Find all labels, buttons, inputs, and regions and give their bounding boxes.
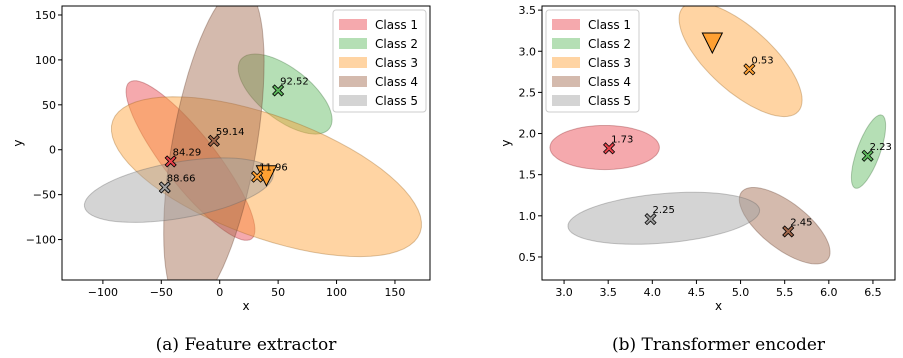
legend-swatch-4 xyxy=(552,76,580,87)
legend-swatch-1 xyxy=(339,19,367,30)
center-label-3: 0.53 xyxy=(751,55,773,66)
class-center-marker-1 xyxy=(164,155,177,168)
x-tick-label: 4.0 xyxy=(644,286,662,299)
class-center-marker-3 xyxy=(743,63,756,76)
class-ellipse-5 xyxy=(83,157,274,223)
y-axis-label: y xyxy=(11,139,25,146)
class-center-marker-1 xyxy=(603,142,616,155)
center-label-1: 1.73 xyxy=(611,134,633,145)
x-axis-label: x xyxy=(715,299,722,313)
legend-label-1: Class 1 xyxy=(588,18,631,32)
legend-label-3: Class 3 xyxy=(375,56,418,70)
legend-label-1: Class 1 xyxy=(375,18,418,32)
center-label-5: 88.66 xyxy=(167,173,196,184)
chart-panel-1: 84.29 92.52 11.96 59.14 88.66 −100 −50 0 50 100 15… xyxy=(11,5,431,355)
legend-swatch-2 xyxy=(339,38,367,49)
y-tick-label: 50 xyxy=(42,99,56,112)
y-tick-label: −50 xyxy=(33,189,56,202)
x-tick-label: 4.5 xyxy=(688,286,706,299)
class-center-marker-3 xyxy=(251,170,264,183)
legend-box xyxy=(545,9,640,113)
class-ellipse-5 xyxy=(567,191,761,245)
y-tick-label: 3.0 xyxy=(519,45,537,58)
legend: Class 1 Class 2 Class 3 Class 4 Class 5 xyxy=(332,9,427,113)
legend-swatch-1 xyxy=(552,19,580,30)
x-tick-label: 6.0 xyxy=(820,286,838,299)
class-center-marker-4 xyxy=(782,225,795,238)
class-ellipse-2 xyxy=(850,114,887,189)
panel-caption: (b) Transformer encoder xyxy=(612,335,826,355)
y-tick-label: 2.0 xyxy=(519,128,537,141)
y-tick-label: 0 xyxy=(49,144,56,157)
legend-box xyxy=(332,9,427,113)
y-tick-label: 1.5 xyxy=(519,169,537,182)
x-tick-label: 50 xyxy=(271,286,285,299)
x-tick-label: −50 xyxy=(150,286,173,299)
center-label-1: 84.29 xyxy=(173,147,202,158)
x-tick-label: −100 xyxy=(88,286,118,299)
y-tick-label: −100 xyxy=(26,234,56,247)
axes-frame xyxy=(61,5,431,281)
plot-area: 1.73 2.23 0.53 2.45 2.25 xyxy=(549,6,892,265)
legend-label-5: Class 5 xyxy=(588,94,631,108)
legend-label-3: Class 3 xyxy=(588,56,631,70)
legend: Class 1 Class 2 Class 3 Class 4 Class 5 xyxy=(545,9,640,113)
class-center-marker-2 xyxy=(272,84,285,97)
x-tick-label: 100 xyxy=(326,286,347,299)
x-axis-label: x xyxy=(242,299,249,313)
center-label-4: 59.14 xyxy=(216,127,245,138)
triangle-marker xyxy=(255,165,278,187)
x-tick-label: 0 xyxy=(216,286,223,299)
class-center-marker-5 xyxy=(644,213,657,226)
x-tick-label: 3.5 xyxy=(599,286,617,299)
x-tick-label: 6.5 xyxy=(864,286,882,299)
center-label-2: 2.23 xyxy=(870,142,892,153)
legend-swatch-3 xyxy=(339,57,367,68)
panel-caption: (a) Feature extractor xyxy=(156,335,338,355)
x-tick-label: 5.0 xyxy=(732,286,750,299)
legend-label-5: Class 5 xyxy=(375,94,418,108)
class-ellipse-2 xyxy=(237,53,333,135)
center-label-4: 2.45 xyxy=(790,217,812,228)
x-tick-label: 3.0 xyxy=(555,286,573,299)
legend-swatch-3 xyxy=(552,57,580,68)
center-label-5: 2.25 xyxy=(653,205,675,216)
class-center-marker-2 xyxy=(861,149,874,162)
class-ellipse-3 xyxy=(678,6,803,118)
center-label-2: 92.52 xyxy=(280,76,309,87)
y-tick-label: 3.5 xyxy=(519,4,537,17)
legend-label-4: Class 4 xyxy=(375,75,418,89)
y-tick-label: 150 xyxy=(35,9,56,22)
legend-swatch-5 xyxy=(552,95,580,106)
y-tick-label: 0.5 xyxy=(519,251,537,264)
class-ellipse-1 xyxy=(549,125,660,171)
legend-label-2: Class 2 xyxy=(588,37,631,51)
legend-swatch-2 xyxy=(552,38,580,49)
y-tick-label: 100 xyxy=(35,54,56,67)
y-tick-label: 1.0 xyxy=(519,210,537,223)
x-tick-label: 5.5 xyxy=(776,286,794,299)
legend-swatch-4 xyxy=(339,76,367,87)
chart-panel-2: 1.73 2.23 0.53 2.45 2.25 3.0 3.5 4.0 4.5 5.0 5.5 6.… xyxy=(499,4,896,355)
legend-swatch-5 xyxy=(339,95,367,106)
class-center-marker-4 xyxy=(207,134,220,147)
legend-label-4: Class 4 xyxy=(588,75,631,89)
y-tick-label: 2.5 xyxy=(519,86,537,99)
class-center-marker-5 xyxy=(158,181,171,194)
plot-area: 84.29 92.52 11.96 59.14 88.66 xyxy=(83,6,422,280)
legend-label-2: Class 2 xyxy=(375,37,418,51)
y-axis-label: y xyxy=(499,139,513,146)
axes-frame xyxy=(541,5,896,281)
triangle-marker xyxy=(701,32,724,55)
center-label-3: 11.96 xyxy=(259,163,288,174)
x-tick-label: 150 xyxy=(384,286,405,299)
class-ellipse-1 xyxy=(125,80,256,241)
